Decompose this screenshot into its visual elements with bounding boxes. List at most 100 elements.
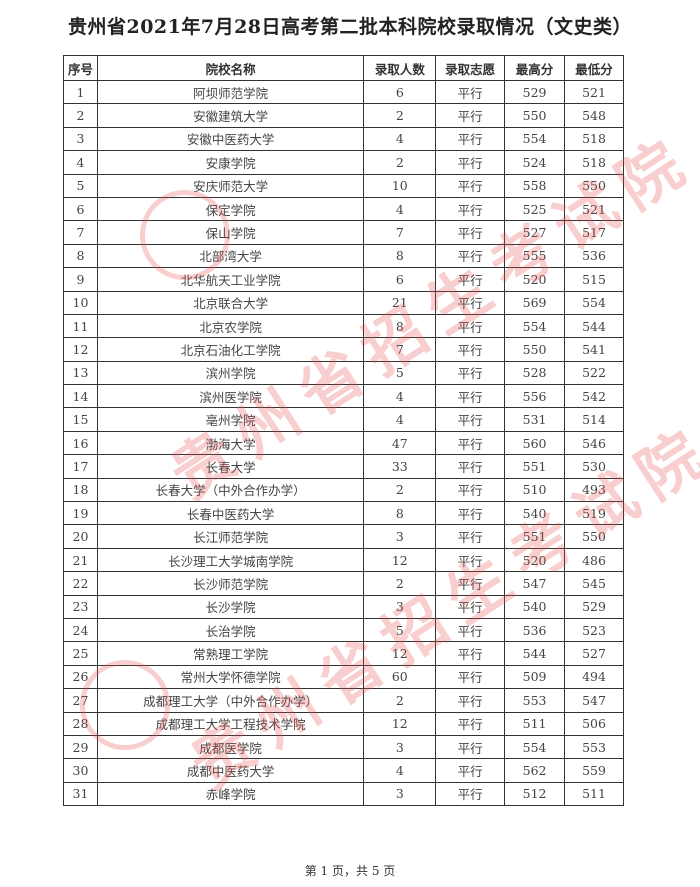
table-cell: 554 [504,126,566,152]
table-row: 16 渤海大学 47 平行 560 546 [63,430,624,456]
table-cell: 平行 [435,103,506,128]
table-cell: 515 [564,267,624,292]
table-cell: 平行 [435,220,506,245]
table-row: 31 赤峰学院 3 平行 512 511 [63,781,624,807]
table-cell: 24 [63,617,98,643]
table-cell: 滨州医学院 [96,384,365,409]
table-cell: 12 [63,337,98,362]
table-cell: 2 [63,103,98,128]
table-cell: 522 [564,360,624,386]
table-cell: 4 [363,384,437,409]
table-row: 30 成都中医药大学 4 平行 562 559 [63,758,624,783]
table-cell: 4 [363,196,437,222]
admission-table: 序号 院校名称 录取人数 录取志愿 最高分 最低分 1 阿坝师范学院 6 平行 529 521 2 安徽… [63,55,624,807]
table-cell: 15 [63,407,98,432]
table-cell: 渤海大学 [96,430,365,456]
table-cell: 511 [564,781,624,807]
table-cell: 520 [504,547,566,573]
table-cell: 平行 [435,196,506,222]
table-cell: 3 [363,524,437,549]
table-cell: 安庆师范大学 [96,173,365,198]
table-cell: 31 [63,781,98,807]
table-cell: 保山学院 [96,220,365,245]
table-cell: 529 [504,79,566,105]
column-header: 录取人数 [363,55,437,81]
table-cell: 安徽中医药大学 [96,126,365,152]
table-cell: 14 [63,384,98,409]
table-cell: 520 [504,267,566,292]
table-cell: 平行 [435,664,506,690]
table-row: 1 阿坝师范学院 6 平行 529 521 [63,79,624,105]
table-row: 26 常州大学怀德学院 60 平行 509 494 [63,664,624,690]
table-cell: 27 [63,688,98,713]
table-row: 14 滨州医学院 4 平行 556 542 [63,384,624,409]
table-cell: 551 [504,454,566,479]
table-row: 17 长春大学 33 平行 551 530 [63,454,624,479]
table-cell: 安康学院 [96,150,365,175]
table-cell: 平行 [435,337,506,362]
table-cell: 4 [63,150,98,175]
table-cell: 550 [504,337,566,362]
table-row: 2 安徽建筑大学 2 平行 550 548 [63,103,624,128]
table-cell: 平行 [435,477,506,503]
table-cell: 47 [363,430,437,456]
table-cell: 517 [564,220,624,245]
table-cell: 494 [564,664,624,690]
table-cell: 25 [63,641,98,666]
table-cell: 544 [504,641,566,666]
table-cell: 547 [564,688,624,713]
table-cell: 平行 [435,711,506,736]
table-cell: 30 [63,758,98,783]
table-cell: 平行 [435,407,506,432]
table-body: 1 阿坝师范学院 6 平行 529 521 2 安徽建筑大学 2 平行 550 548 3 安徽中医药大学… [63,79,624,807]
table-cell: 510 [504,477,566,503]
table-cell: 546 [564,430,624,456]
table-cell: 60 [363,664,437,690]
table-cell: 521 [564,79,624,105]
table-cell: 阿坝师范学院 [96,79,365,105]
table-cell: 530 [564,454,624,479]
table-cell: 长春中医药大学 [96,501,365,526]
table-cell: 1 [63,79,98,105]
table-cell: 521 [564,196,624,222]
table-cell: 524 [504,150,566,175]
table-row: 6 保定学院 4 平行 525 521 [63,196,624,222]
table-cell: 548 [564,103,624,128]
table-row: 15 亳州学院 4 平行 531 514 [63,407,624,432]
table-cell: 平行 [435,313,506,339]
table-cell: 安徽建筑大学 [96,103,365,128]
table-cell: 29 [63,734,98,760]
table-cell: 7 [63,220,98,245]
table-cell: 平行 [435,384,506,409]
table-row: 25 常熟理工学院 12 平行 544 527 [63,641,624,666]
table-cell: 569 [504,290,566,315]
table-row: 9 北华航天工业学院 6 平行 520 515 [63,267,624,292]
column-header: 序号 [63,55,98,81]
table-cell: 514 [564,407,624,432]
table-cell: 519 [564,501,624,526]
column-header: 录取志愿 [435,55,506,81]
table-cell: 2 [363,477,437,503]
table-cell: 亳州学院 [96,407,365,432]
table-cell: 525 [504,196,566,222]
table-cell: 北京联合大学 [96,290,365,315]
table-cell: 常州大学怀德学院 [96,664,365,690]
table-cell: 4 [363,407,437,432]
table-row: 8 北部湾大学 8 平行 555 536 [63,243,624,269]
table-cell: 18 [63,477,98,503]
table-cell: 长沙学院 [96,594,365,619]
table-cell: 长治学院 [96,617,365,643]
table-cell: 平行 [435,290,506,315]
table-cell: 成都理工大学工程技术学院 [96,711,365,736]
table-cell: 4 [363,758,437,783]
table-cell: 536 [564,243,624,269]
table-row: 13 滨州学院 5 平行 528 522 [63,360,624,386]
table-row: 27 成都理工大学（中外合作办学） 2 平行 553 547 [63,688,624,713]
table-cell: 540 [504,501,566,526]
table-cell: 540 [504,594,566,619]
table-cell: 成都中医药大学 [96,758,365,783]
table-row: 12 北京石油化工学院 7 平行 550 541 [63,337,624,362]
table-cell: 506 [564,711,624,736]
table-cell: 550 [564,524,624,549]
table-cell: 11 [63,313,98,339]
